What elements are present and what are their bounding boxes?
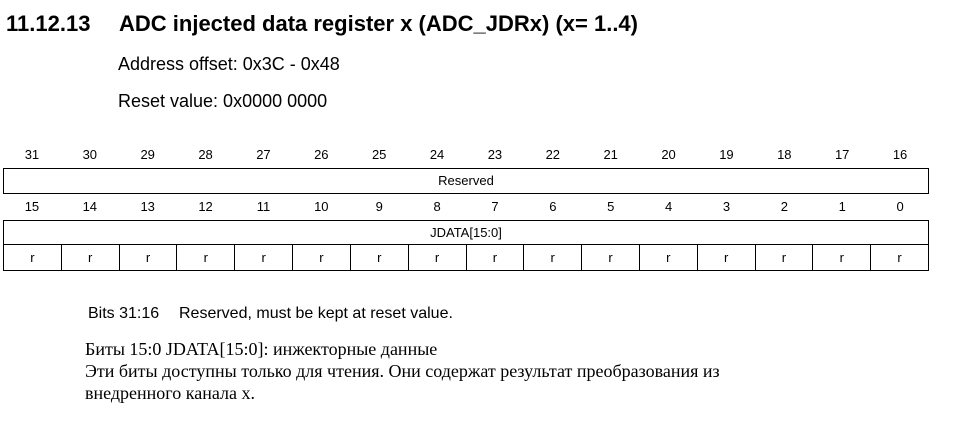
bit-number: 4: [664, 199, 673, 214]
bit-number: 25: [371, 147, 387, 162]
bit-number: 12: [198, 199, 213, 214]
reserved-bits-label: Bits 31:16: [88, 305, 160, 322]
access-type-row: r r r r r r r r r r r r r r r r: [3, 244, 929, 271]
bit-number: 22: [545, 147, 561, 162]
bit-number: 2: [780, 199, 788, 214]
bit-number: 14: [82, 199, 98, 214]
bit-number: 24: [429, 147, 445, 162]
access-cell: r: [640, 245, 698, 270]
bit-number: 5: [607, 199, 615, 214]
bit-number: 26: [314, 147, 329, 162]
bit-number: 0: [896, 199, 904, 214]
jdata-description: Биты 15:0 JDATA[15:0]: инжекторные данны…: [85, 338, 720, 404]
access-cell: r: [698, 245, 756, 270]
bit-number: 18: [777, 147, 792, 162]
access-cell: r: [756, 245, 814, 270]
bit-number: 10: [314, 199, 329, 214]
reserved-bits-description: Bits 31:16 Reserved, must be kept at rese…: [88, 304, 453, 324]
access-cell: r: [409, 245, 467, 270]
section-heading: 11.12.13 ADC injected data register x (AD…: [6, 9, 638, 39]
lower-bit-numbers: 15 14 13 12 11 10 9 8 7 6 5 4 3 2 1 0: [3, 198, 929, 216]
bit-number: 19: [719, 147, 734, 162]
bit-number: 29: [140, 147, 155, 162]
reserved-field: Reserved: [3, 168, 929, 194]
access-cell: r: [467, 245, 525, 270]
bit-number: 16: [892, 147, 908, 162]
bit-number: 15: [24, 199, 40, 214]
address-offset: Address offset: 0x3C - 0x48: [118, 54, 340, 74]
section-number: 11.12.13: [6, 11, 91, 36]
bit-number: 11: [256, 199, 271, 214]
reserved-bits-text: Reserved, must be kept at reset value.: [179, 305, 453, 322]
bit-number: 9: [375, 199, 383, 214]
upper-bit-numbers: 31 30 29 28 27 26 25 24 23 22 21 20 19 1…: [3, 146, 929, 164]
bit-number: 7: [491, 199, 499, 214]
bit-number: 8: [433, 199, 441, 214]
bit-number: 21: [603, 147, 618, 162]
access-cell: r: [524, 245, 583, 270]
access-cell: r: [62, 245, 120, 270]
bit-number: 23: [487, 147, 503, 162]
bit-number: 30: [82, 147, 98, 162]
reset-value: Reset value: 0x0000 0000: [118, 91, 328, 111]
bit-number: 20: [661, 147, 676, 162]
section-title: ADC injected data register x (ADC_JDRx) …: [119, 11, 638, 36]
bit-number: 6: [549, 199, 557, 214]
access-cell: r: [582, 245, 640, 270]
access-cell: r: [813, 245, 872, 270]
access-cell: r: [897, 250, 902, 265]
bit-number: 13: [140, 199, 155, 214]
jdata-description-line: внедренного канала x.: [85, 383, 255, 403]
jdata-field: JDATA[15:0]: [3, 220, 929, 245]
access-cell: r: [235, 245, 294, 270]
access-cell: r: [351, 245, 409, 270]
access-cell: r: [293, 245, 351, 270]
access-cell: r: [4, 245, 62, 270]
access-cell: r: [177, 245, 236, 270]
bit-number: 3: [722, 199, 731, 214]
bit-number: 28: [198, 147, 213, 162]
jdata-description-title: Биты 15:0 JDATA[15:0]: инжекторные данны…: [85, 339, 438, 359]
bit-number: 17: [834, 147, 850, 162]
bit-number: 31: [24, 147, 40, 162]
bit-number: 1: [838, 199, 846, 214]
access-cell: r: [120, 245, 178, 270]
bit-number: 27: [256, 147, 271, 162]
jdata-description-line: Эти биты доступны только для чтения. Они…: [85, 361, 720, 381]
